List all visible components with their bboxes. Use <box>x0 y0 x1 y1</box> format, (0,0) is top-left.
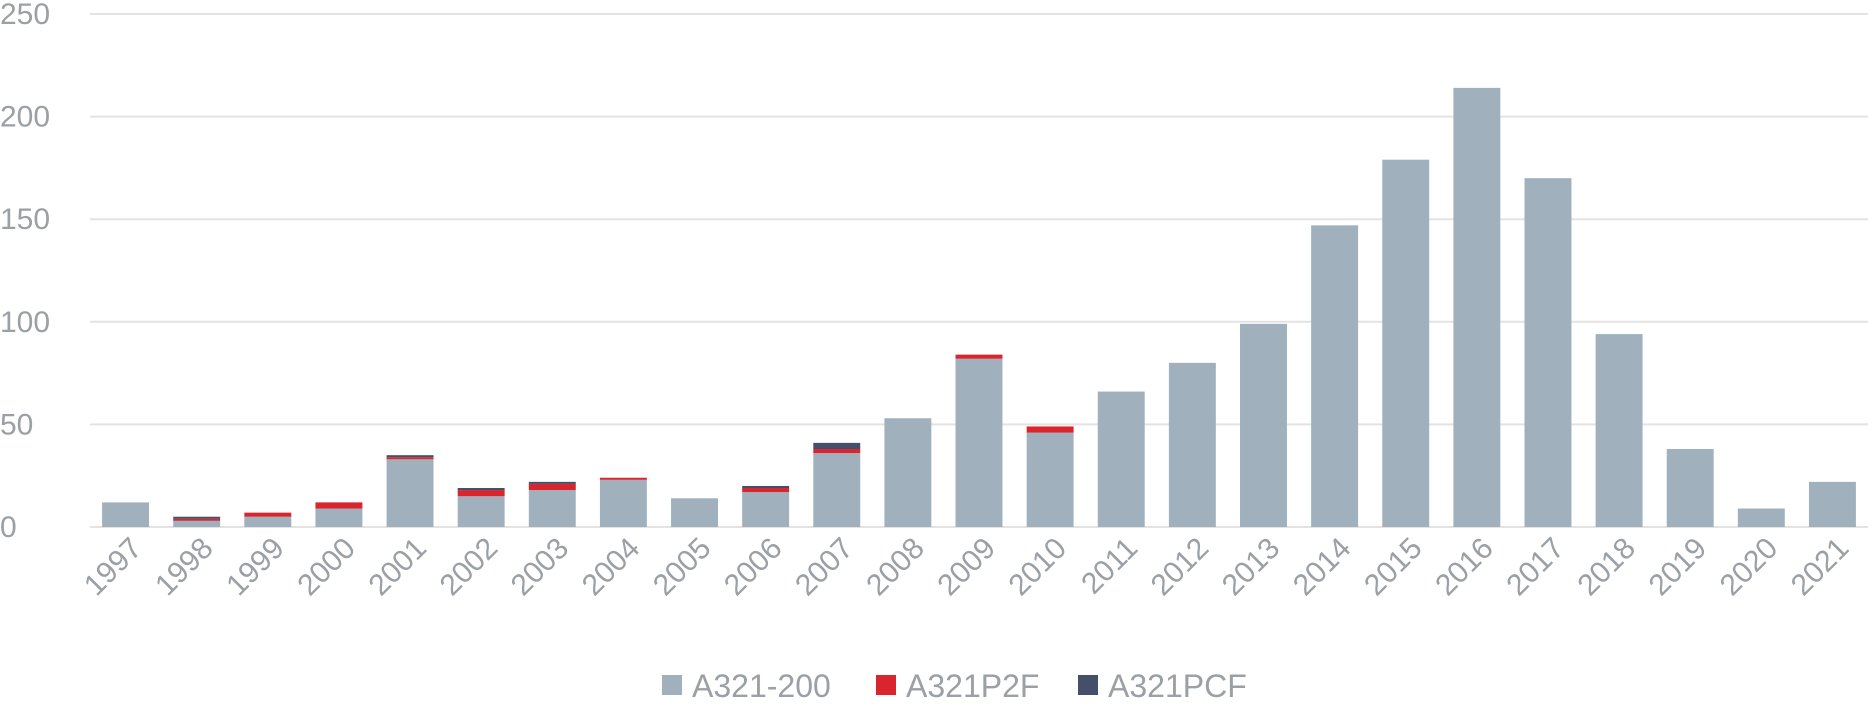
x-tick-label-2012: 2012 <box>1145 532 1216 603</box>
x-tick-label-2005: 2005 <box>647 532 718 603</box>
y-tick-label: 250 <box>0 0 50 31</box>
bar-2000-A321-200 <box>315 508 363 527</box>
bar-2006-A321PCF <box>742 485 790 489</box>
x-tick-label-2021: 2021 <box>1785 532 1856 603</box>
y-tick-label: 100 <box>0 306 50 339</box>
y-tick-label: 50 <box>0 408 33 441</box>
bar-2002-A321P2F <box>457 490 505 497</box>
bar-1998-A321PCF <box>173 516 221 519</box>
x-tick-label-2017: 2017 <box>1500 532 1571 603</box>
bar-2018-A321-200 <box>1595 334 1643 527</box>
y-tick-label: 200 <box>0 101 50 134</box>
bar-2009-A321-200 <box>955 358 1003 527</box>
x-tick-label-2014: 2014 <box>1287 532 1358 603</box>
bar-2020-A321-200 <box>1737 508 1785 527</box>
x-tick-label-2001: 2001 <box>362 532 433 603</box>
bar-2011-A321-200 <box>1097 391 1145 527</box>
x-tick-label-2015: 2015 <box>1358 532 1429 603</box>
bar-2000-A321P2F <box>315 502 363 509</box>
bar-2003-A321PCF <box>528 481 576 484</box>
x-tick-label-2019: 2019 <box>1643 532 1714 603</box>
x-tick-label-2006: 2006 <box>718 532 789 603</box>
y-axis-ticks: 0 50 100 150 200 250 <box>0 0 50 544</box>
bar-2001-A321PCF <box>386 455 434 458</box>
bar-1997-A321-200 <box>102 502 150 527</box>
legend-label-A321PCF: A321PCF <box>1108 668 1247 704</box>
bar-2002-A321PCF <box>457 488 505 491</box>
y-tick-label: 0 <box>0 511 17 544</box>
gridlines <box>90 13 1868 528</box>
bar-2019-A321-200 <box>1666 449 1714 527</box>
x-tick-label-2018: 2018 <box>1571 532 1642 603</box>
bar-2009-A321P2F <box>955 354 1003 359</box>
legend-swatch-A321PCF <box>1078 675 1098 695</box>
x-tick-label-1998: 1998 <box>149 532 220 603</box>
x-tick-label-2011: 2011 <box>1075 532 1144 601</box>
bar-2007-A321P2F <box>813 449 861 454</box>
bar-2006-A321-200 <box>742 492 790 527</box>
bar-2021-A321-200 <box>1808 481 1856 527</box>
bar-2012-A321-200 <box>1168 362 1216 527</box>
bar-2007-A321-200 <box>813 453 861 527</box>
legend-swatch-A321-200 <box>662 675 682 695</box>
bar-1998-A321-200 <box>173 520 221 527</box>
bar-2006-A321P2F <box>742 488 790 493</box>
bar-2001-A321-200 <box>386 459 434 527</box>
bar-2015-A321-200 <box>1382 159 1430 527</box>
x-tick-label-2010: 2010 <box>1003 532 1074 603</box>
bar-2013-A321-200 <box>1240 323 1287 527</box>
x-tick-label-2008: 2008 <box>860 532 931 603</box>
x-tick-label-2007: 2007 <box>789 532 860 603</box>
bar-2008-A321-200 <box>884 418 932 527</box>
x-tick-label-1999: 1999 <box>220 532 291 603</box>
x-tick-label-2000: 2000 <box>291 532 362 603</box>
x-tick-label-2004: 2004 <box>576 532 647 603</box>
y-tick-label: 150 <box>0 203 50 236</box>
x-tick-label-1997: 1997 <box>78 532 149 603</box>
bar-2003-A321P2F <box>528 483 576 491</box>
legend-swatch-A321P2F <box>876 675 896 695</box>
bar-2016-A321-200 <box>1453 87 1501 527</box>
x-axis-ticks: 1997 1998 1999 2000 2001 2002 2003 2004 2005 2006… <box>78 532 1855 603</box>
legend-label-A321-200: A321-200 <box>692 668 831 704</box>
bar-2001-A321P2F <box>386 457 434 460</box>
bar-2003-A321-200 <box>528 490 576 527</box>
bar-2014-A321-200 <box>1311 225 1359 527</box>
legend-label-A321P2F: A321P2F <box>906 668 1039 704</box>
bar-1999-A321P2F <box>244 512 292 517</box>
bar-2002-A321-200 <box>457 496 505 527</box>
legend: A321-200 A321P2F A321PCF <box>662 668 1247 704</box>
bar-2010-A321-200 <box>1026 432 1074 527</box>
bar-2005-A321-200 <box>671 498 718 527</box>
bar-2017-A321-200 <box>1524 178 1572 527</box>
x-tick-label-2016: 2016 <box>1429 532 1500 603</box>
bars <box>102 87 1856 527</box>
bar-2010-A321P2F <box>1026 426 1074 433</box>
bar-2004-A321-200 <box>599 479 647 527</box>
x-tick-label-2009: 2009 <box>931 532 1002 603</box>
x-tick-label-2020: 2020 <box>1714 532 1785 603</box>
x-tick-label-2002: 2002 <box>434 532 505 603</box>
bar-2007-A321PCF <box>813 442 861 450</box>
x-tick-label-2003: 2003 <box>505 532 576 603</box>
x-tick-label-2013: 2013 <box>1216 532 1287 603</box>
bar-1998-A321P2F <box>173 518 221 521</box>
bar-2004-A321P2F <box>599 477 647 480</box>
bar-1999-A321-200 <box>244 516 292 527</box>
